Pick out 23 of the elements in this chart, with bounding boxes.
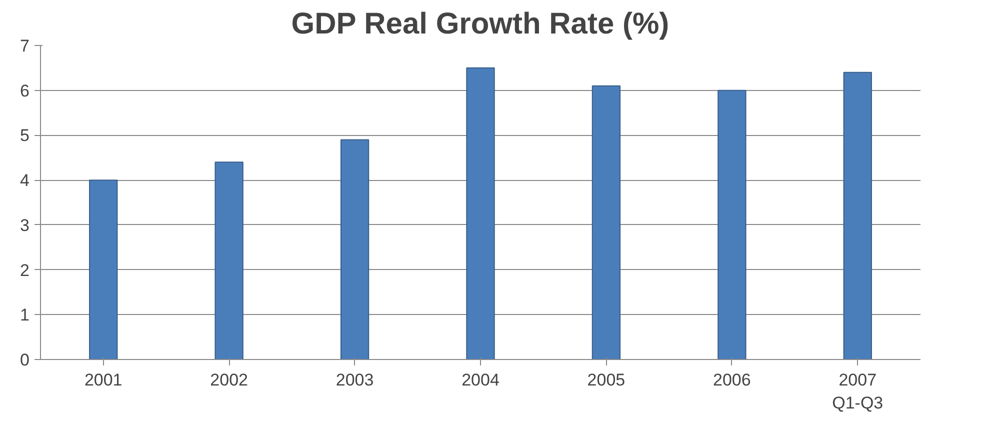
bar — [466, 67, 495, 360]
bar — [214, 162, 244, 360]
y-tick-label: 3 — [20, 216, 30, 235]
y-tick-label: 6 — [20, 81, 30, 100]
y-tick-label: 1 — [20, 306, 30, 325]
chart-title: GDP Real Growth Rate (%) — [291, 8, 670, 40]
y-tick-label: 4 — [20, 171, 30, 190]
x-tick-label: 2002 — [210, 370, 248, 390]
bar — [718, 90, 746, 360]
y-tick-label: 0 — [20, 350, 30, 370]
y-tick-label: 7 — [20, 36, 30, 56]
x-tick-label: 2007 Q1-Q3 — [832, 370, 884, 412]
x-tick-label: 2004 — [462, 370, 500, 390]
x-tick-label: 2001 — [84, 370, 122, 390]
x-tick-label: 2003 — [336, 370, 374, 390]
x-tick-label: 2005 — [587, 370, 626, 390]
bar — [843, 72, 872, 360]
bar — [89, 180, 118, 360]
bar — [592, 85, 621, 360]
y-tick-label: 2 — [20, 260, 30, 280]
bar — [340, 139, 370, 360]
x-tick-label: 2006 — [713, 370, 751, 390]
y-tick-label: 5 — [20, 126, 30, 146]
